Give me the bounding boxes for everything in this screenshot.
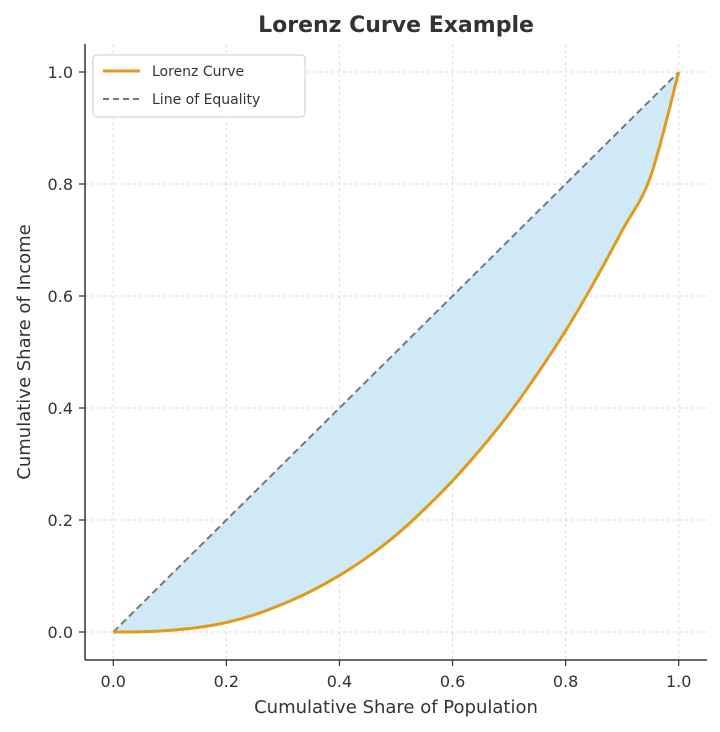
y-axis-ticks: 0.0 0.2 0.4 0.6 0.8 1.0 — [48, 63, 85, 642]
legend-box — [92, 54, 306, 118]
line-of-equality — [112, 71, 680, 633]
x-tick-label-1: 0.2 — [214, 672, 239, 691]
x-tick-label-2: 0.4 — [327, 672, 352, 691]
y-tick-label-4: 0.8 — [48, 175, 73, 194]
legend-label-equality: Line of Equality — [152, 92, 260, 108]
y-tick-label-3: 0.6 — [48, 287, 73, 306]
x-axis-label: Cumulative Share of Population — [254, 697, 538, 718]
y-tick-label-2: 0.4 — [48, 399, 73, 418]
x-tick-label-3: 0.6 — [440, 672, 465, 691]
lorenz-curve-line — [113, 71, 681, 634]
y-tick-label-1: 0.2 — [48, 511, 73, 530]
axes — [84, 44, 707, 661]
x-tick-label-0: 0.0 — [101, 672, 126, 691]
x-tick-label-5: 1.0 — [666, 672, 691, 691]
y-tick-label-0: 0.0 — [48, 623, 73, 642]
legend: Lorenz Curve Line of Equality — [92, 54, 306, 118]
legend-label-lorenz: Lorenz Curve — [152, 64, 244, 80]
y-axis-label: Cumulative Share of Income — [14, 224, 35, 479]
x-tick-label-4: 0.8 — [553, 672, 578, 691]
y-tick-label-5: 1.0 — [48, 63, 73, 82]
chart-title: Lorenz Curve Example — [258, 13, 534, 38]
x-axis-ticks: 0.0 0.2 0.4 0.6 0.8 1.0 — [101, 660, 691, 691]
